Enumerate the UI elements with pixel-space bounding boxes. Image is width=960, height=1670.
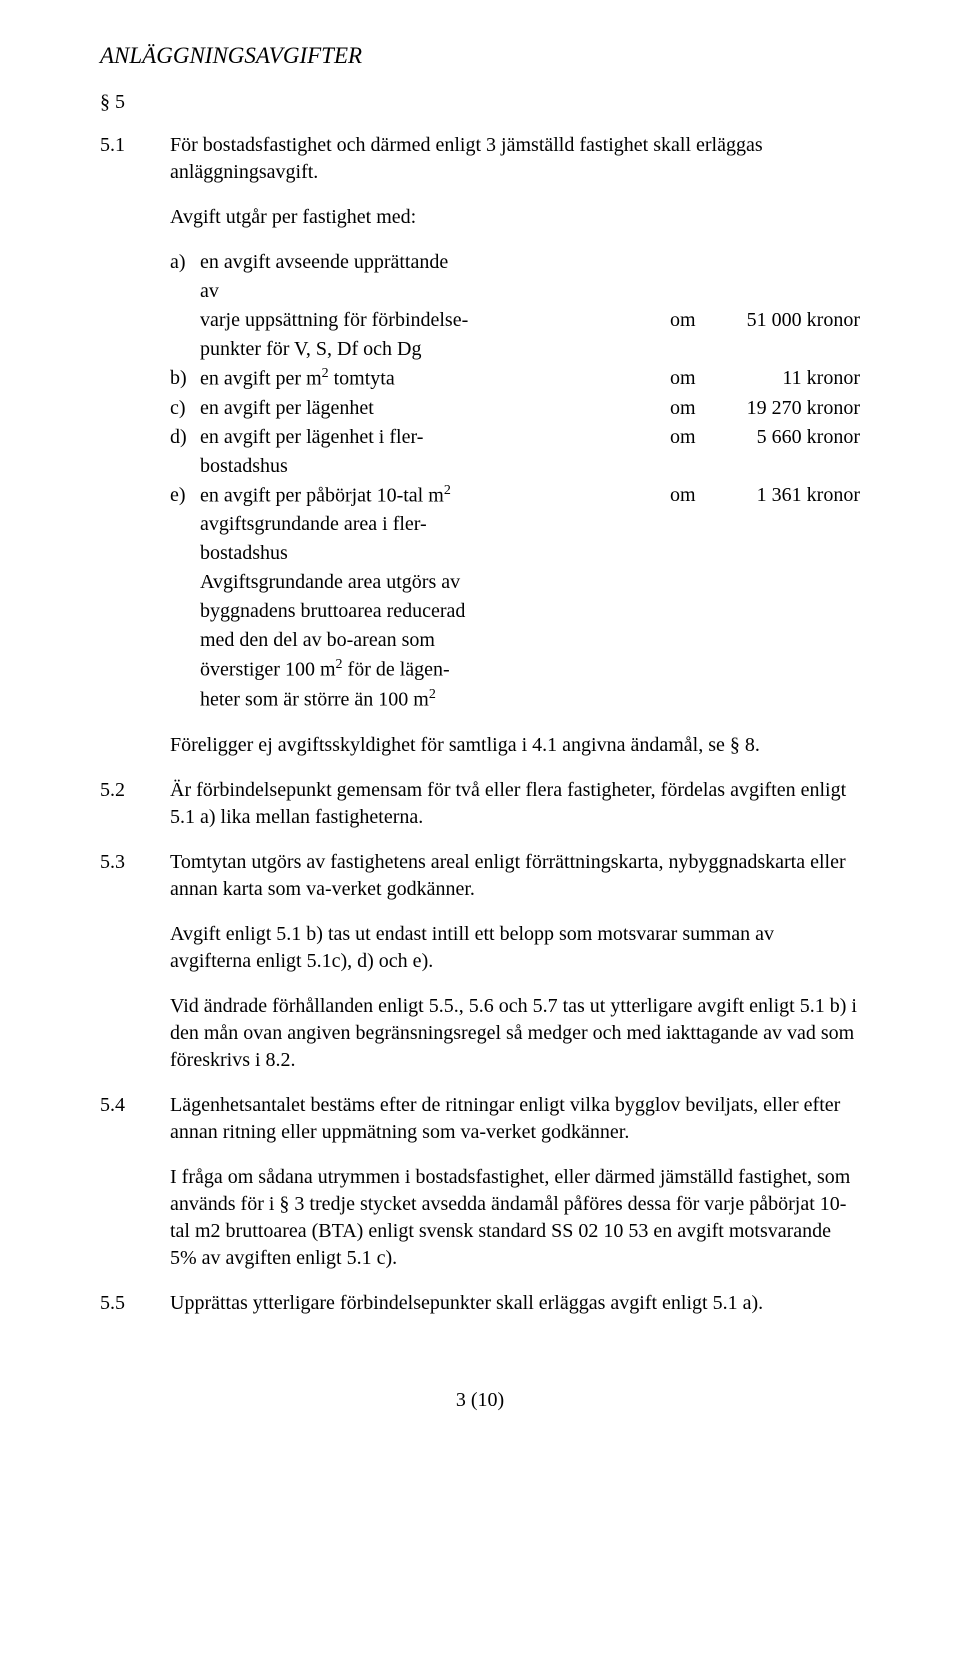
fee-desc: en avgift avseende upprättande: [200, 249, 670, 276]
para-num: 5.1: [100, 132, 170, 186]
fee-letter: b): [170, 365, 200, 393]
fee-row-e: byggnadens bruttoarea reducerad: [170, 598, 860, 625]
fee-om: om: [670, 307, 720, 334]
fee-letter: e): [170, 482, 200, 510]
fee-footnote: Föreligger ej avgiftsskyldighet för samt…: [170, 732, 860, 759]
fee-row-e: avgiftsgrundande area i fler-: [170, 511, 860, 538]
para-5-3-p2: Avgift enligt 5.1 b) tas ut endast intil…: [170, 921, 860, 975]
fee-text: en avgift per påbörjat 10-tal m: [200, 484, 444, 506]
fee-text: överstiger 100 m: [200, 659, 336, 681]
section-number: § 5: [100, 89, 860, 116]
fee-desc: varje uppsättning för förbindelse-: [200, 307, 670, 334]
fee-row-b: b) en avgift per m2 tomtyta om 11 kronor: [170, 365, 860, 393]
para-num: 5.3: [100, 849, 170, 903]
fee-row-d: d) en avgift per lägenhet i fler- om 5 6…: [170, 424, 860, 451]
para-5-3-p3: Vid ändrade förhållanden enligt 5.5., 5.…: [170, 993, 860, 1074]
para-num: 5.4: [100, 1092, 170, 1146]
fee-row-e: heter som är större än 100 m2: [170, 686, 860, 714]
para-body: För bostadsfastighet och därmed enligt 3…: [170, 132, 860, 186]
fee-desc: en avgift per lägenhet: [200, 395, 670, 422]
fee-text: heter som är större än 100 m: [200, 689, 429, 711]
fee-letter: d): [170, 424, 200, 451]
fee-row-a: a) en avgift avseende upprättande: [170, 249, 860, 276]
fee-desc: punkter för V, S, Df och Dg: [200, 336, 670, 363]
fee-desc: bostadshus: [200, 540, 670, 567]
fee-desc: bostadshus: [200, 453, 670, 480]
fee-row-d: bostadshus: [170, 453, 860, 480]
fee-desc: en avgift per påbörjat 10-tal m2: [200, 482, 670, 510]
para-5-4-p2: I fråga om sådana utrymmen i bostadsfast…: [170, 1164, 860, 1272]
para-num: 5.5: [100, 1290, 170, 1317]
fee-om: [670, 249, 720, 276]
fee-row-a: av: [170, 278, 860, 305]
fee-letter: a): [170, 249, 200, 276]
para-body: Tomtytan utgörs av fastighetens areal en…: [170, 849, 860, 903]
page-number: 3 (10): [100, 1387, 860, 1414]
para-num: 5.2: [100, 777, 170, 831]
fee-row-a: varje uppsättning för förbindelse- om 51…: [170, 307, 860, 334]
fee-amount: 11 kronor: [720, 365, 860, 393]
fee-desc: av: [200, 278, 670, 305]
superscript: 2: [336, 657, 343, 672]
fee-om: om: [670, 482, 720, 510]
fee-text: en avgift per m: [200, 368, 322, 390]
fee-desc: en avgift per m2 tomtyta: [200, 365, 670, 393]
fee-text: tomtyta: [329, 368, 395, 390]
para-5-1: 5.1 För bostadsfastighet och därmed enli…: [100, 132, 860, 186]
fee-desc: avgiftsgrundande area i fler-: [200, 511, 670, 538]
fee-list: a) en avgift avseende upprättande av var…: [170, 249, 860, 714]
para-body: Är förbindelsepunkt gemensam för två ell…: [170, 777, 860, 831]
para-5-3: 5.3 Tomtytan utgörs av fastighetens area…: [100, 849, 860, 903]
superscript: 2: [322, 366, 329, 381]
fee-desc: byggnadens bruttoarea reducerad: [200, 598, 670, 625]
fee-desc: överstiger 100 m2 för de lägen-: [200, 656, 670, 684]
fee-row-e: e) en avgift per påbörjat 10-tal m2 om 1…: [170, 482, 860, 510]
para-5-4: 5.4 Lägenhetsantalet bestäms efter de ri…: [100, 1092, 860, 1146]
fee-intro: Avgift utgår per fastighet med:: [170, 204, 860, 231]
fee-amount: [720, 249, 860, 276]
para-5-5: 5.5 Upprättas ytterligare förbindelsepun…: [100, 1290, 860, 1317]
fee-desc: heter som är större än 100 m2: [200, 686, 670, 714]
para-body: Lägenhetsantalet bestäms efter de ritnin…: [170, 1092, 860, 1146]
fee-row-c: c) en avgift per lägenhet om 19 270 kron…: [170, 395, 860, 422]
fee-amount: 5 660 kronor: [720, 424, 860, 451]
fee-om: om: [670, 365, 720, 393]
fee-row-e: Avgiftsgrundande area utgörs av: [170, 569, 860, 596]
fee-om: om: [670, 395, 720, 422]
superscript: 2: [444, 483, 451, 498]
fee-amount: 51 000 kronor: [720, 307, 860, 334]
fee-row-e: överstiger 100 m2 för de lägen-: [170, 656, 860, 684]
fee-om: om: [670, 424, 720, 451]
para-body: Upprättas ytterligare förbindelsepunkter…: [170, 1290, 860, 1317]
fee-text: för de lägen-: [343, 659, 450, 681]
fee-row-a: punkter för V, S, Df och Dg: [170, 336, 860, 363]
fee-desc: Avgiftsgrundande area utgörs av: [200, 569, 670, 596]
fee-amount: 19 270 kronor: [720, 395, 860, 422]
fee-desc: med den del av bo-arean som: [200, 627, 670, 654]
fee-letter: c): [170, 395, 200, 422]
fee-amount: 1 361 kronor: [720, 482, 860, 510]
page-heading: ANLÄGGNINGSAVGIFTER: [100, 40, 860, 71]
superscript: 2: [429, 687, 436, 702]
fee-row-e: med den del av bo-arean som: [170, 627, 860, 654]
fee-desc: en avgift per lägenhet i fler-: [200, 424, 670, 451]
para-5-2: 5.2 Är förbindelsepunkt gemensam för två…: [100, 777, 860, 831]
fee-row-e: bostadshus: [170, 540, 860, 567]
